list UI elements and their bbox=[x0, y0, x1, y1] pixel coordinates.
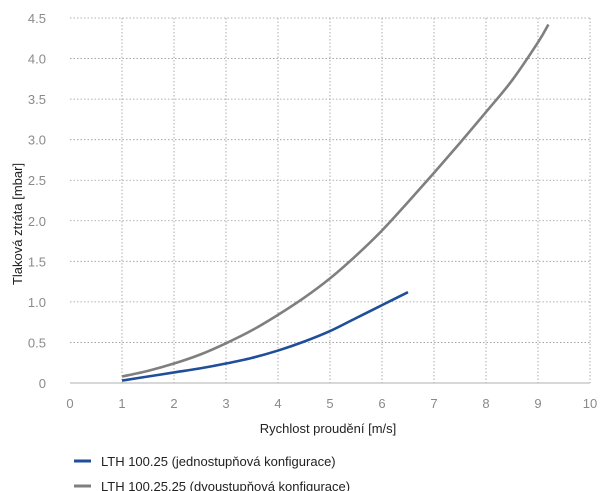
y-axis-label: Tlaková ztráta [mbar] bbox=[10, 163, 25, 285]
legend-label: LTH 100.25 (jednostupňová konfigurace) bbox=[101, 454, 336, 469]
y-tick-label: 1.0 bbox=[28, 295, 46, 310]
y-tick-label: 4.0 bbox=[28, 52, 46, 67]
legend-label: LTH 100.25.25 (dvoustupňová konfigurace) bbox=[101, 479, 350, 491]
y-tick-label: 3.5 bbox=[28, 92, 46, 107]
y-tick-label: 2.5 bbox=[28, 173, 46, 188]
x-tick-label: 5 bbox=[326, 396, 333, 411]
series-line-2 bbox=[121, 23, 550, 378]
x-tick-label: 3 bbox=[222, 396, 229, 411]
axes: 0 1 2 3 4 5 6 7 8 9 10 0 0.5 1.0 1.5 2.0 2.5 3.0 3.5 4.0 4.5 bbox=[28, 11, 597, 411]
y-tick-label: 3.0 bbox=[28, 133, 46, 148]
x-tick-label: 4 bbox=[274, 396, 281, 411]
y-tick-label: 0.5 bbox=[28, 335, 46, 350]
y-tick-label: 4.5 bbox=[28, 11, 46, 26]
x-axis-label: Rychlost proudění [m/s] bbox=[260, 421, 397, 436]
grid bbox=[70, 17, 591, 383]
x-tick-label: 6 bbox=[378, 396, 385, 411]
y-tick-label: 1.5 bbox=[28, 254, 46, 269]
x-tick-label: 1 bbox=[118, 396, 125, 411]
y-tick-label: 0 bbox=[39, 376, 46, 391]
x-tick-label: 10 bbox=[583, 396, 597, 411]
y-tick-label: 2.0 bbox=[28, 214, 46, 229]
series-line-1 bbox=[121, 290, 409, 382]
x-tick-label: 9 bbox=[534, 396, 541, 411]
series-layer bbox=[121, 23, 550, 382]
x-tick-label: 2 bbox=[170, 396, 177, 411]
x-tick-label: 0 bbox=[66, 396, 73, 411]
x-tick-label: 7 bbox=[430, 396, 437, 411]
x-tick-label: 8 bbox=[482, 396, 489, 411]
legend: LTH 100.25 (jednostupňová konfigurace) LT… bbox=[74, 454, 350, 491]
